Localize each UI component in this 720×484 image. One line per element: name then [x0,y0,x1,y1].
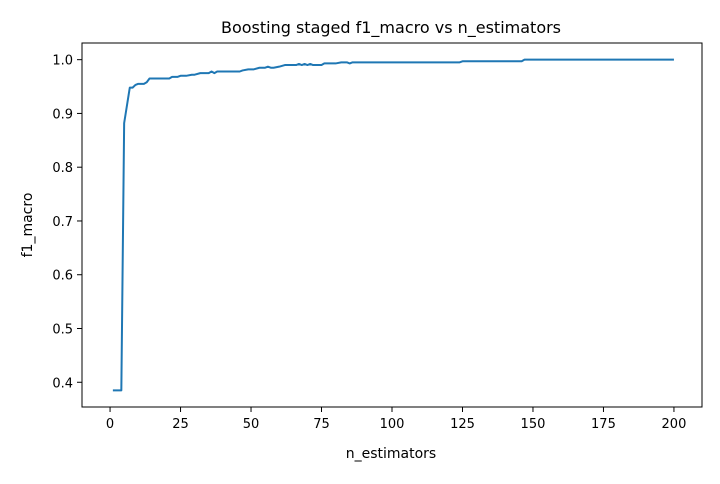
y-axis-label: f1_macro [20,193,36,258]
y-axis: 0.4 0.5 0.6 0.7 0.8 0.9 1.0 [52,54,82,391]
plot-frame [81,42,703,408]
series-line-0 [112,58,674,392]
plot-area [112,58,674,392]
x-tick-label: 125 [450,417,475,432]
x-tick-label: 200 [662,417,687,432]
y-tick-label: 0.5 [52,323,73,338]
x-tick-label: 50 [243,417,260,432]
x-tick-label: 150 [521,417,546,432]
y-tick-label: 0.9 [52,107,73,122]
x-tick-label: 175 [591,417,616,432]
y-tick-label: 0.6 [52,269,73,284]
y-tick-label: 0.7 [52,215,73,230]
y-tick-label: 1.0 [52,54,73,69]
chart-title: Boosting staged f1_macro vs n_estimators [221,18,561,38]
x-tick-label: 25 [172,417,189,432]
x-tick-label: 75 [313,417,330,432]
y-tick-label: 0.4 [52,376,73,391]
x-axis-label: n_estimators [346,446,436,462]
y-tick-label: 0.8 [52,161,73,176]
x-tick-label: 0 [106,417,114,432]
x-tick-label: 100 [380,417,405,432]
x-axis: 0 25 50 75 100 125 150 175 200 [106,407,686,432]
